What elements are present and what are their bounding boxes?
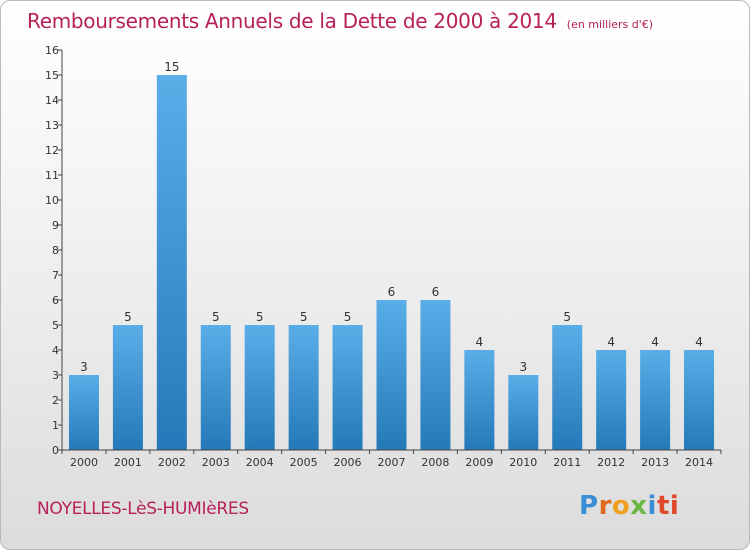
bar bbox=[244, 325, 275, 450]
bar-value-label: 5 bbox=[344, 310, 352, 324]
bar-value-label: 15 bbox=[164, 60, 179, 74]
bar-value-label: 3 bbox=[80, 360, 88, 374]
proxiti-logo[interactable]: Proxiti bbox=[579, 491, 679, 521]
x-tick-label: 2002 bbox=[158, 456, 186, 469]
y-tick-label: 8 bbox=[52, 244, 59, 257]
bar-value-label: 6 bbox=[388, 285, 396, 299]
x-tick-label: 2013 bbox=[641, 456, 669, 469]
x-tick-label: 2005 bbox=[290, 456, 318, 469]
bar-value-label: 5 bbox=[212, 310, 220, 324]
x-tick-label: 2004 bbox=[246, 456, 274, 469]
bar bbox=[376, 300, 407, 450]
y-tick-label: 2 bbox=[52, 394, 59, 407]
y-tick-label: 3 bbox=[52, 369, 59, 382]
y-tick-label: 4 bbox=[52, 344, 59, 357]
bar-value-label: 5 bbox=[300, 310, 308, 324]
y-tick-label: 12 bbox=[45, 144, 59, 157]
y-tick-label: 16 bbox=[45, 44, 59, 57]
logo-letter: i bbox=[647, 491, 657, 521]
bar-value-label: 4 bbox=[651, 335, 659, 349]
commune-name: NOYELLES-LèS-HUMIèRES bbox=[37, 499, 249, 519]
bar bbox=[684, 350, 715, 450]
bar-value-label: 4 bbox=[476, 335, 484, 349]
chart-title-text: Remboursements Annuels de la Dette de 20… bbox=[27, 9, 557, 33]
y-tick-label: 7 bbox=[52, 269, 59, 282]
bars-group: 3 5 15 5 5 5 5 6 6 4 3 5 4 4 4 bbox=[68, 60, 715, 450]
x-tick-label: 2000 bbox=[70, 456, 98, 469]
y-tick-label: 6 bbox=[52, 294, 59, 307]
x-tick-label: 2001 bbox=[114, 456, 142, 469]
y-tick-label: 14 bbox=[45, 94, 59, 107]
y-tick-label: 0 bbox=[52, 444, 59, 457]
bar-value-label: 4 bbox=[607, 335, 615, 349]
logo-letter: P bbox=[579, 491, 599, 521]
x-tick-label: 2003 bbox=[202, 456, 230, 469]
x-tick-label: 2008 bbox=[421, 456, 449, 469]
bar-value-label: 4 bbox=[695, 335, 703, 349]
logo-letter: o bbox=[611, 491, 631, 521]
y-tick-label: 10 bbox=[45, 194, 59, 207]
bar-value-label: 5 bbox=[124, 310, 132, 324]
bar bbox=[68, 375, 99, 450]
logo-letter: r bbox=[598, 491, 612, 521]
y-tick-label: 9 bbox=[52, 219, 59, 232]
x-tick-label: 2007 bbox=[378, 456, 406, 469]
chart-unit: (en milliers d'€) bbox=[566, 18, 654, 31]
y-tick-label: 15 bbox=[45, 69, 59, 82]
x-tick-label: 2014 bbox=[685, 456, 713, 469]
bar bbox=[156, 75, 187, 450]
bar bbox=[464, 350, 495, 450]
x-axis: 2000 2001 2002 2003 2004 2005 2006 2007 2008 2009… bbox=[61, 449, 722, 469]
bar-value-label: 5 bbox=[563, 310, 571, 324]
bar bbox=[332, 325, 363, 450]
bar bbox=[640, 350, 671, 450]
bar-value-label: 5 bbox=[256, 310, 264, 324]
bar bbox=[420, 300, 451, 450]
x-tick-label: 2009 bbox=[465, 456, 493, 469]
logo-letter: ti bbox=[656, 491, 680, 521]
bar-value-label: 3 bbox=[519, 360, 527, 374]
y-tick-label: 1 bbox=[52, 419, 59, 432]
y-tick-label: 13 bbox=[45, 119, 59, 132]
bar bbox=[552, 325, 583, 450]
bar-value-label: 6 bbox=[432, 285, 440, 299]
chart-title: Remboursements Annuels de la Dette de 20… bbox=[27, 9, 653, 33]
bar bbox=[200, 325, 231, 450]
bar bbox=[508, 375, 539, 450]
y-tick-label: 5 bbox=[52, 319, 59, 332]
y-tick-label: 11 bbox=[45, 169, 59, 182]
x-tick-label: 2010 bbox=[509, 456, 537, 469]
bar bbox=[288, 325, 319, 450]
bar bbox=[112, 325, 143, 450]
bar bbox=[596, 350, 627, 450]
x-tick-label: 2006 bbox=[334, 456, 362, 469]
logo-letter: x bbox=[630, 491, 648, 521]
x-tick-label: 2012 bbox=[597, 456, 625, 469]
x-tick-label: 2011 bbox=[553, 456, 581, 469]
